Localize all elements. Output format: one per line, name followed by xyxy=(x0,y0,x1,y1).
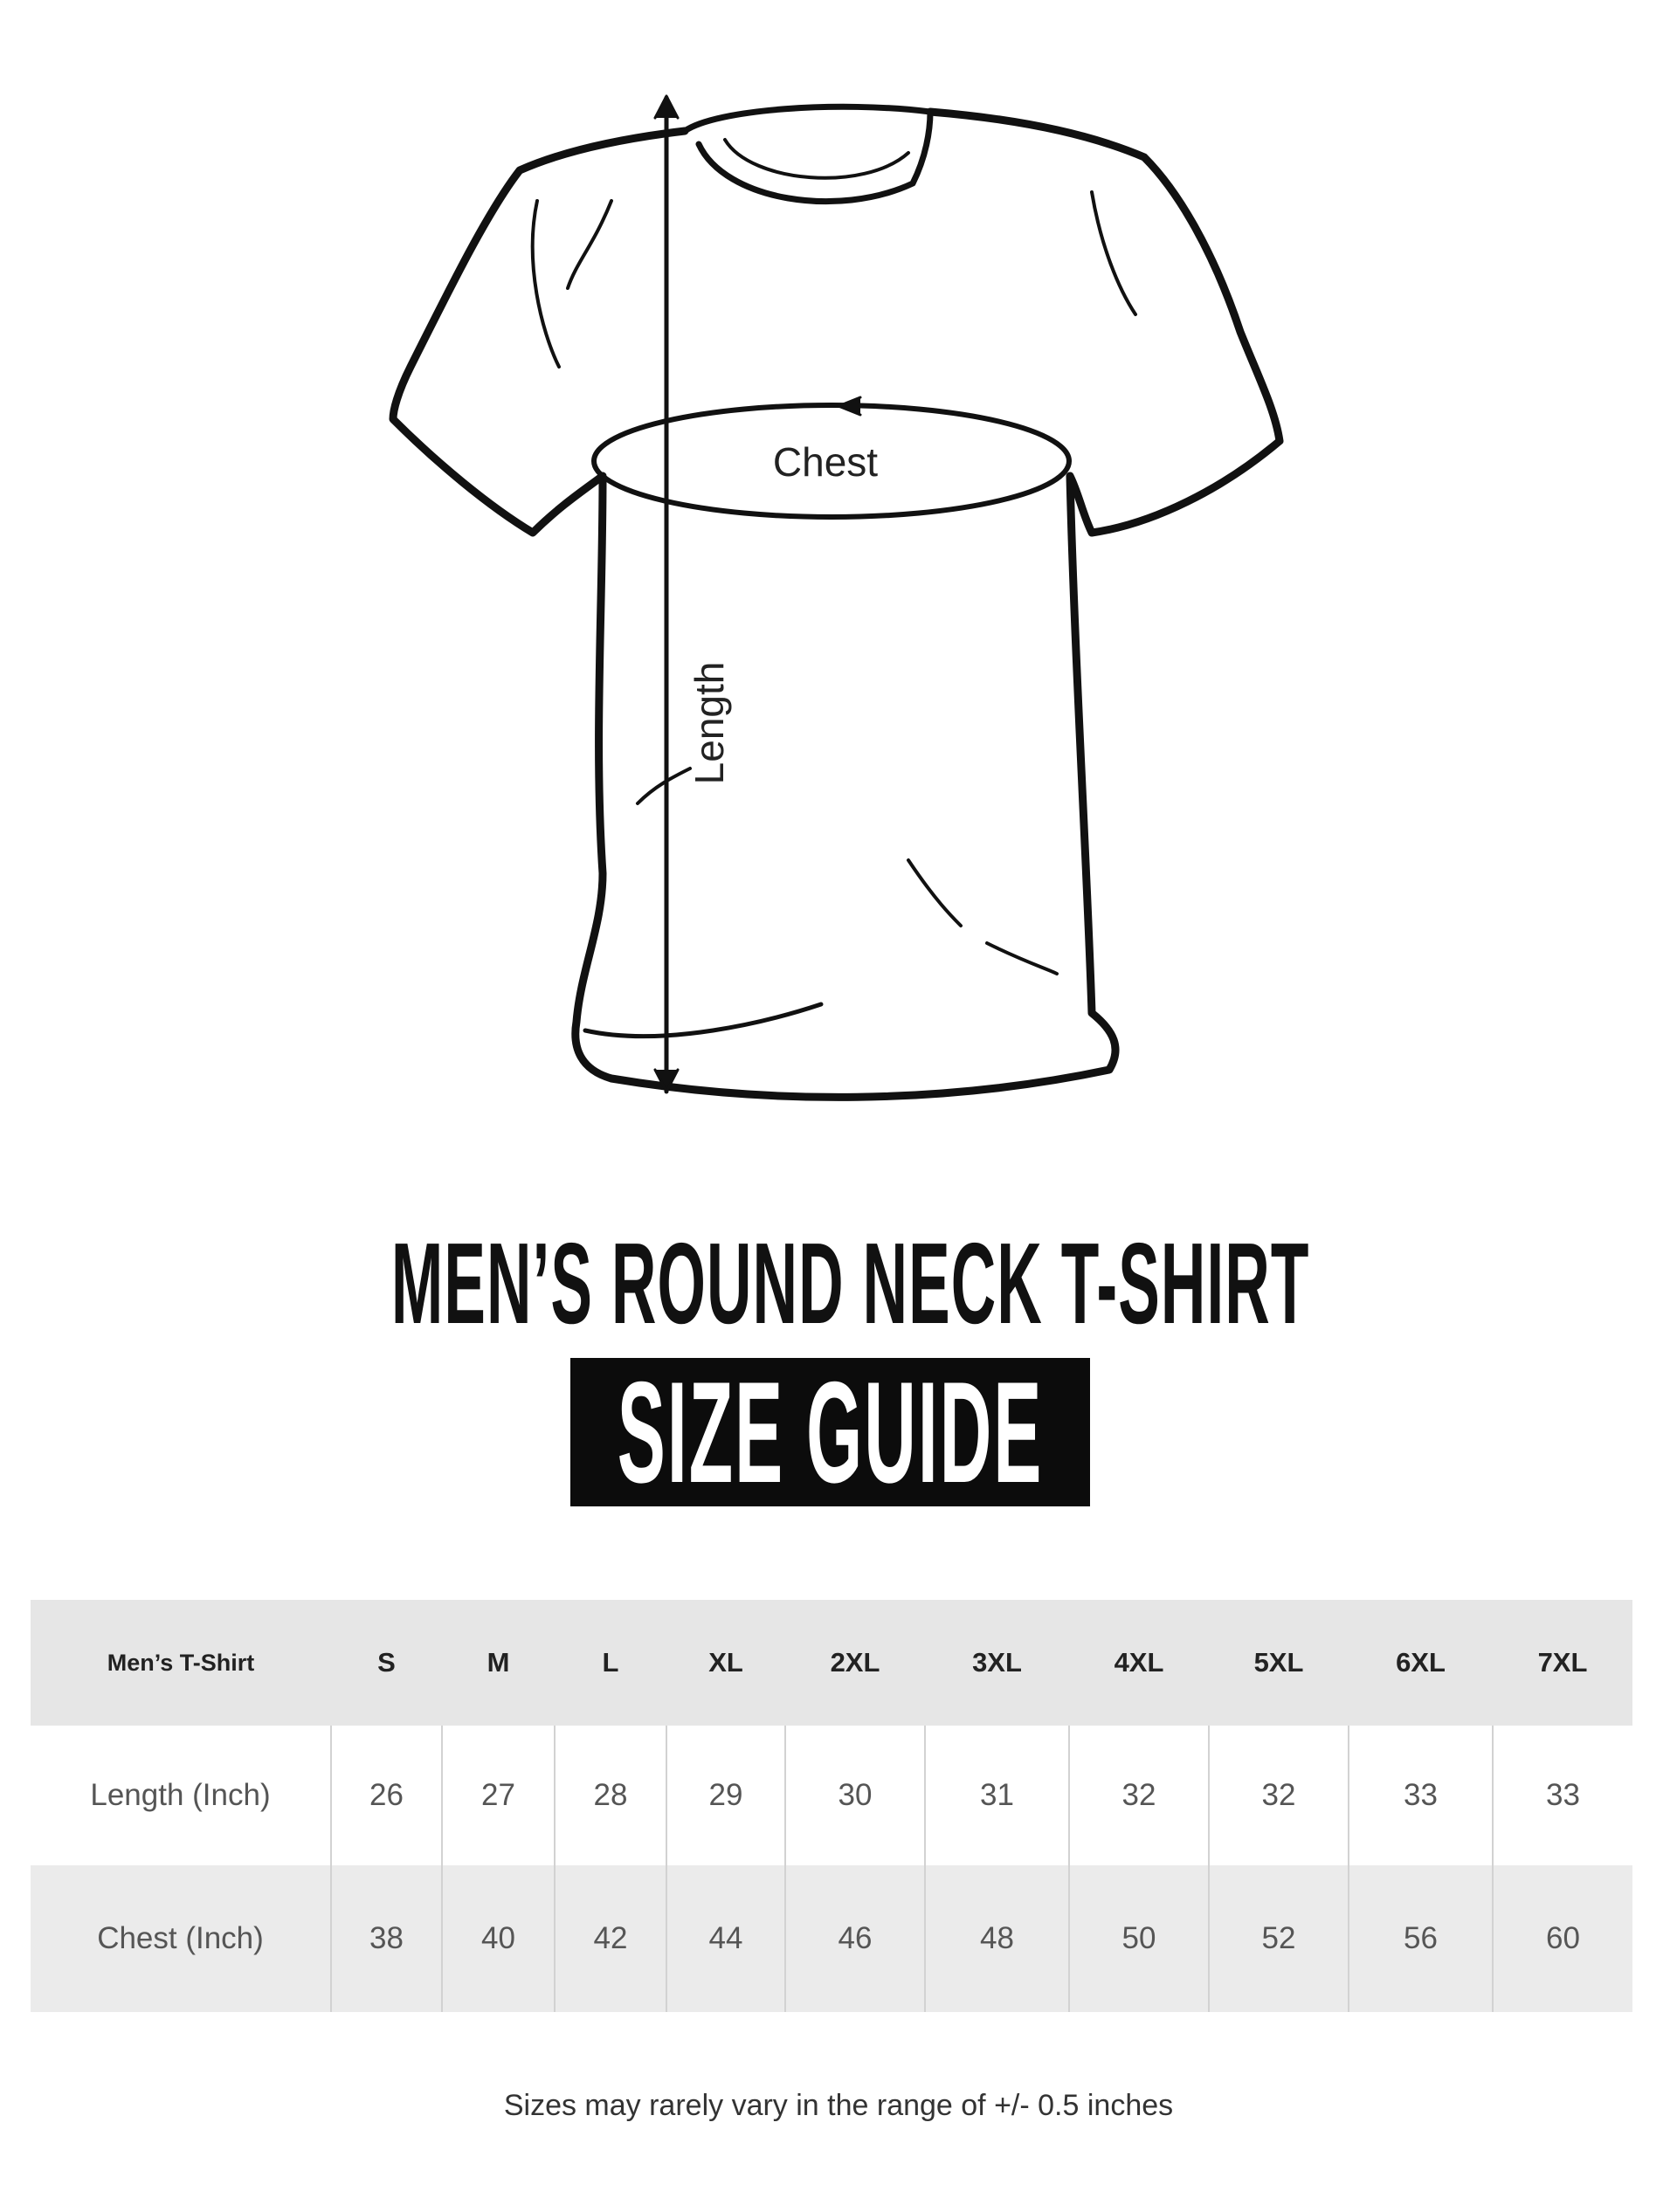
table-cell: 27 xyxy=(441,1726,555,1865)
size-table: Men’s T-Shirt S M L XL 2XL 3XL 4XL 5XL 6… xyxy=(31,1600,1632,2012)
title-container: MEN’S ROUND NECK T-SHIRT xyxy=(0,1219,1677,1347)
table-cell: 60 xyxy=(1492,1865,1632,2012)
table-cell: 32 xyxy=(1068,1726,1209,1865)
table-cell: 40 xyxy=(441,1865,555,2012)
table-cell: 29 xyxy=(666,1726,785,1865)
length-arrow-bottom xyxy=(653,1068,680,1093)
table-cell: 56 xyxy=(1348,1865,1493,2012)
table-cell: 30 xyxy=(784,1726,925,1865)
header-cell: M xyxy=(487,1647,510,1678)
tshirt-illustration: Chest Length xyxy=(389,94,1284,1101)
header-cell: XL xyxy=(708,1647,743,1678)
table-cell: 38 xyxy=(330,1865,442,2012)
header-cell: 4XL xyxy=(1114,1647,1164,1678)
collar xyxy=(681,103,934,205)
header-cell: S xyxy=(377,1647,396,1678)
header-cell: 6XL xyxy=(1396,1647,1446,1678)
table-cell: 50 xyxy=(1068,1865,1209,2012)
length-arrow-top xyxy=(653,94,680,120)
header-cell: 5XL xyxy=(1253,1647,1304,1678)
shirt-outline xyxy=(389,107,1284,1101)
size-guide-badge: SIZE GUIDE xyxy=(570,1358,1090,1506)
collar-inner xyxy=(723,138,910,180)
table-cell: 44 xyxy=(666,1865,785,2012)
table-row: Length (Inch) 26 27 28 29 30 31 32 32 33… xyxy=(31,1726,1632,1865)
table-cell: 46 xyxy=(784,1865,925,2012)
row-label: Length (Inch) xyxy=(90,1778,271,1812)
table-cell: 28 xyxy=(554,1726,666,1865)
table-cell: 26 xyxy=(330,1726,442,1865)
table-cell: 33 xyxy=(1492,1726,1632,1865)
header-cell: 7XL xyxy=(1537,1647,1588,1678)
chest-measure-ellipse xyxy=(591,403,1072,520)
header-cell: L xyxy=(602,1647,619,1678)
page-title: MEN’S ROUND NECK T-SHIRT xyxy=(390,1219,1310,1347)
hem-line xyxy=(583,1002,824,1039)
fold-lines xyxy=(530,190,1137,975)
table-cell: 31 xyxy=(924,1726,1069,1865)
size-variation-note: Sizes may rarely vary in the range of +/… xyxy=(503,2089,1174,2122)
table-cell: 33 xyxy=(1348,1726,1493,1865)
row-label: Chest (Inch) xyxy=(97,1921,264,1955)
header-cell: 2XL xyxy=(830,1647,880,1678)
table-cell: 48 xyxy=(924,1865,1069,2012)
table-header-row: Men’s T-Shirt S M L XL 2XL 3XL 4XL 5XL 6… xyxy=(31,1600,1632,1726)
header-cell: Men’s T-Shirt xyxy=(107,1649,255,1676)
header-cell: 3XL xyxy=(972,1647,1022,1678)
table-cell: 42 xyxy=(554,1865,666,2012)
table-cell: 52 xyxy=(1208,1865,1349,2012)
size-guide-label: SIZE GUIDE xyxy=(617,1358,1044,1506)
chest-label: Chest xyxy=(773,439,878,485)
table-cell: 32 xyxy=(1208,1726,1349,1865)
table-row: Chest (Inch) 38 40 42 44 46 48 50 52 56 … xyxy=(31,1865,1632,2012)
length-label: Length xyxy=(687,662,732,785)
chest-arrow xyxy=(837,396,862,417)
